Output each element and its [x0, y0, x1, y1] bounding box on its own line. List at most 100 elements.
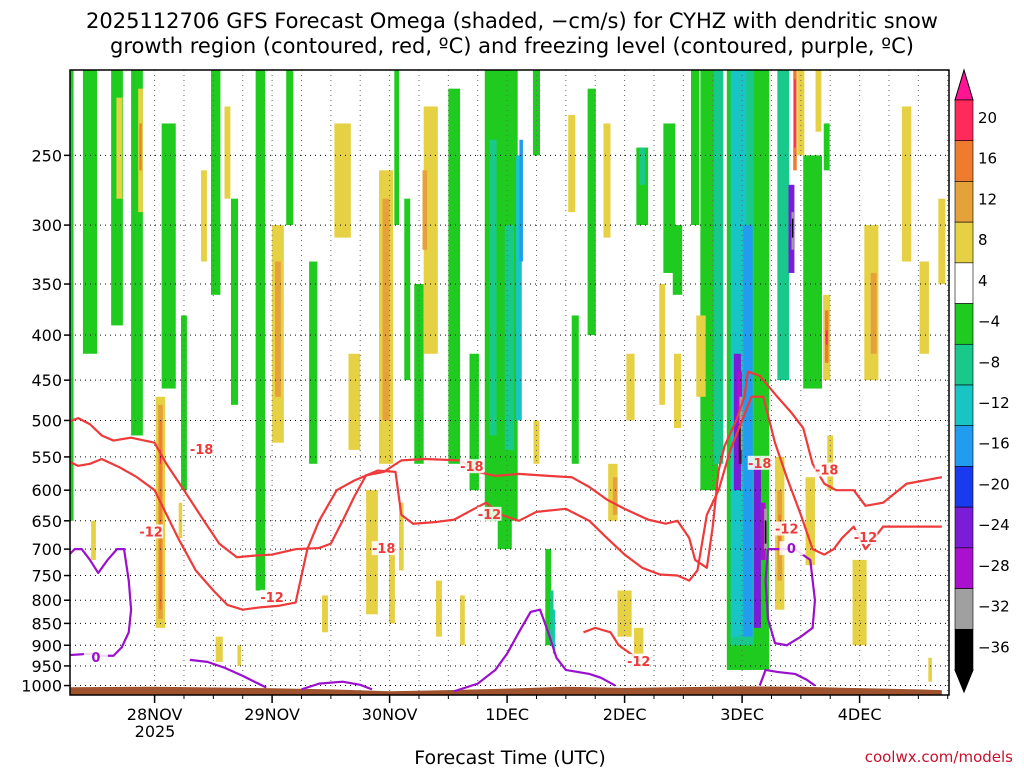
dgz-contour-label-bg: [371, 541, 396, 556]
omega-area-23: [545, 549, 552, 646]
colorbar-bottom-arrow: [954, 669, 974, 694]
omega-area-82: [422, 170, 428, 250]
x-tick-label-1: 29NOV: [244, 705, 300, 724]
y-tick-label-650: 650: [31, 512, 62, 531]
colorbar-band-8: [954, 425, 974, 467]
omega-area-78: [389, 549, 395, 624]
y-tick-label-800: 800: [31, 591, 62, 610]
omega-area-98: [794, 79, 796, 148]
omega-area-53: [805, 225, 820, 250]
omega-area-22: [497, 463, 512, 550]
colorbar-band-10: [954, 506, 974, 549]
omega-area-12: [394, 70, 399, 226]
credit-link[interactable]: coolwx.com/models: [865, 748, 1013, 766]
omega-area-81: [423, 106, 438, 354]
y-tick-label-300: 300: [31, 216, 62, 235]
omega-area-21: [519, 139, 523, 262]
omega-area-96: [797, 70, 805, 156]
omega-area-91: [617, 590, 632, 637]
omega-area-15: [448, 88, 461, 464]
dgz-contour-label-1-0: -12: [139, 525, 163, 540]
omega-area-5: [161, 123, 176, 389]
omega-area-7: [211, 70, 221, 295]
freezing-level-contours: 00: [70, 541, 817, 693]
colorbar-label-10: −24: [978, 516, 1010, 534]
colorbar-label-11: −28: [978, 557, 1010, 575]
y-tick-label-600: 600: [31, 481, 62, 500]
omega-area-94: [673, 353, 681, 429]
omega-area-9: [255, 70, 266, 591]
y-tick-label-850: 850: [31, 614, 62, 633]
omega-area-67: [201, 170, 207, 262]
omega-area-44: [753, 463, 761, 628]
dgz-contour-label-0-1: -18: [372, 542, 396, 557]
omega-area-79: [322, 595, 328, 633]
y-tick-label-750: 750: [31, 567, 62, 586]
omega-area-1: [70, 88, 72, 421]
colorbar-band-12: [954, 588, 974, 630]
freezing-contour-label-bg: [83, 649, 108, 664]
omega-area-83: [436, 580, 442, 637]
dgz-contour-label-1-2: -12: [478, 508, 502, 523]
omega-area-20: [515, 155, 522, 421]
dgz-contour-label-1-4: -12: [854, 531, 878, 546]
dgz-contour-label-0-2: -18: [460, 460, 484, 475]
omega-area-52: [803, 155, 822, 389]
y-tick-label-550: 550: [31, 448, 62, 467]
colorbar-label-6: −8: [978, 353, 1000, 371]
omega-area-18: [489, 139, 497, 436]
omega-area-90: [612, 477, 618, 515]
omega-area-16: [469, 353, 479, 491]
freezing-contour-line-4: [758, 668, 816, 687]
x-axis-title: Forecast Time (UTC): [414, 747, 605, 768]
x-axis: 28NOV 29NOV 30NOV 1DEC 2DEC 3DEC 4DEC: [127, 695, 949, 724]
colorbar-band-1: [954, 140, 974, 182]
y-tick-label-350: 350: [31, 275, 62, 294]
omega-area-29: [636, 147, 649, 226]
omega-area-19: [504, 225, 515, 450]
colorbar-label-1: 16: [978, 150, 997, 168]
omega-area-86: [568, 115, 576, 213]
omega-area-10: [286, 70, 294, 226]
omega-area-99: [815, 70, 822, 132]
omega-area-35: [713, 70, 724, 464]
freezing-contour-line-3: [453, 608, 616, 693]
dgz-contour-label-2-0: -12: [627, 655, 651, 670]
omega-area-27: [587, 88, 596, 336]
dgz-contour-line-1: [70, 395, 942, 611]
omega-area-61: [91, 520, 96, 560]
omega-area-115: [928, 657, 932, 682]
x-year-label: 2025: [135, 722, 176, 741]
dgz-contour-label-bg: [853, 530, 878, 545]
x-tick-label-5: 3DEC: [720, 705, 764, 724]
omega-area-39: [743, 225, 753, 637]
y-tick-label-700: 700: [31, 540, 62, 559]
dgz-contour-label-bg: [139, 524, 164, 539]
omega-area-60: [139, 123, 142, 171]
colorbar-band-5: [954, 303, 974, 345]
omega-area-14: [414, 284, 424, 464]
colorbar-label-9: −20: [978, 475, 1010, 493]
dgz-contour-label-bg: [459, 459, 484, 474]
omega-area-47: [764, 520, 767, 544]
omega-area-112: [901, 106, 912, 262]
colorbar-label-0: 20: [978, 109, 997, 127]
omega-area-64: [159, 420, 162, 610]
freezing-contour-line-2: [301, 680, 373, 691]
colorbar-label-3: 8: [978, 231, 988, 249]
y-tick-label-1000: 1000: [21, 677, 62, 696]
omega-area-114: [938, 198, 946, 285]
omega-area-24: [549, 590, 554, 646]
freezing-contour-label-5-0: 0: [787, 542, 796, 557]
dgz-contour-line-0: [70, 370, 943, 569]
dgz-contour-label-bg: [477, 506, 502, 521]
omega-area-80: [399, 502, 404, 571]
freezing-contour-line-1: [189, 658, 267, 689]
colorbar-band-6: [954, 343, 974, 386]
terrain: [70, 686, 942, 695]
colorbar-label-8: −16: [978, 435, 1010, 453]
colorbar-label-7: −12: [978, 394, 1010, 412]
omega-area-43: [738, 424, 741, 464]
colorbar-label-13: −36: [978, 638, 1010, 656]
